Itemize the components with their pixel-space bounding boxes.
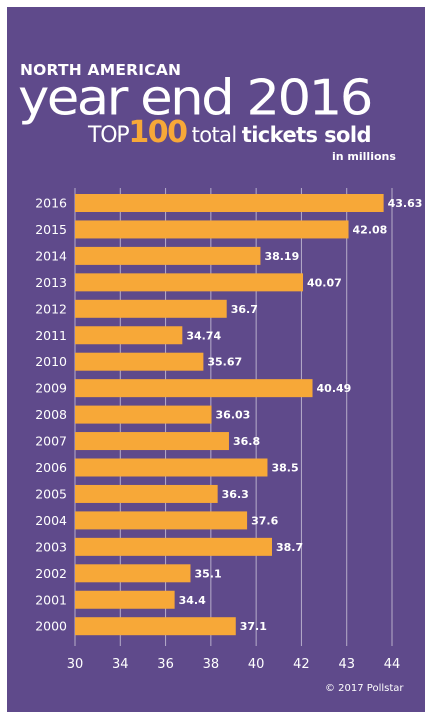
x-tick-label: 43 [338, 657, 355, 672]
bar [75, 458, 268, 477]
bar [75, 590, 175, 609]
data-label: 35.67 [207, 356, 242, 369]
data-label: 36.03 [216, 409, 251, 422]
y-category-label: 2009 [35, 381, 67, 396]
header-tickets-sold: tickets sold [241, 123, 372, 147]
data-label: 37.6 [251, 514, 278, 527]
bar [75, 273, 304, 292]
y-category-label: 2016 [35, 196, 67, 211]
bar [75, 326, 183, 345]
y-category-label: 2008 [35, 407, 67, 422]
data-label: 36.8 [233, 435, 260, 448]
x-tick-label: 36 [157, 657, 174, 672]
data-label: 36.7 [231, 303, 258, 316]
y-category-label: 2005 [35, 486, 67, 501]
y-category-label: 2002 [35, 566, 67, 581]
bar [75, 352, 204, 371]
bar [75, 379, 313, 398]
y-category-label: 2007 [35, 434, 67, 449]
data-label: 40.07 [307, 276, 342, 289]
y-category-label: 2014 [35, 248, 67, 263]
bar [75, 511, 248, 530]
data-label: 43.63 [388, 197, 423, 210]
y-category-label: 2013 [35, 275, 67, 290]
y-category-label: 2011 [35, 328, 67, 343]
data-label: 35.1 [194, 567, 221, 580]
y-category-label: 2004 [35, 513, 67, 528]
header-year-end: year end 2016 [18, 70, 373, 127]
header-top: TOP [88, 123, 130, 148]
bar [75, 537, 272, 556]
y-category-label: 2012 [35, 301, 67, 316]
bar [75, 564, 191, 583]
y-category-label: 2006 [35, 460, 67, 475]
bar [75, 246, 261, 265]
data-label: 38.5 [271, 462, 298, 475]
data-label: 37.1 [240, 620, 267, 633]
x-tick-label: 40 [248, 657, 265, 672]
bar [75, 484, 218, 503]
data-label: 42.08 [353, 223, 388, 236]
y-category-label: 2001 [35, 592, 67, 607]
data-label: 36.3 [222, 488, 249, 501]
x-tick-label: 30 [67, 657, 84, 672]
bar [75, 299, 227, 318]
header-region: NORTH AMERICAN [20, 61, 182, 79]
header-unit: in millions [332, 150, 396, 163]
x-tick-label: 44 [384, 657, 401, 672]
y-category-label: 2000 [35, 619, 67, 634]
header-total: total [191, 123, 238, 147]
data-label: 38.7 [276, 541, 303, 554]
bar [75, 617, 236, 636]
x-tick-label: 34 [112, 657, 129, 672]
y-category-label: 2003 [35, 539, 67, 554]
bar [75, 405, 212, 424]
copyright-credit: © 2017 Pollstar [325, 683, 404, 694]
header-100: 100 [128, 115, 188, 150]
bar [75, 194, 384, 212]
data-label: 38.19 [264, 250, 299, 263]
y-category-label: 2015 [35, 222, 67, 237]
header-subtitle: TOP100 total tickets sold [88, 115, 372, 152]
data-label: 40.49 [317, 382, 352, 395]
y-category-label: 2010 [35, 354, 67, 369]
bar [75, 220, 349, 239]
data-label: 34.74 [186, 329, 221, 342]
data-label: 34.4 [179, 594, 206, 607]
x-tick-label: 38 [203, 657, 220, 672]
bar [75, 432, 229, 451]
x-tick-label: 42 [293, 657, 310, 672]
